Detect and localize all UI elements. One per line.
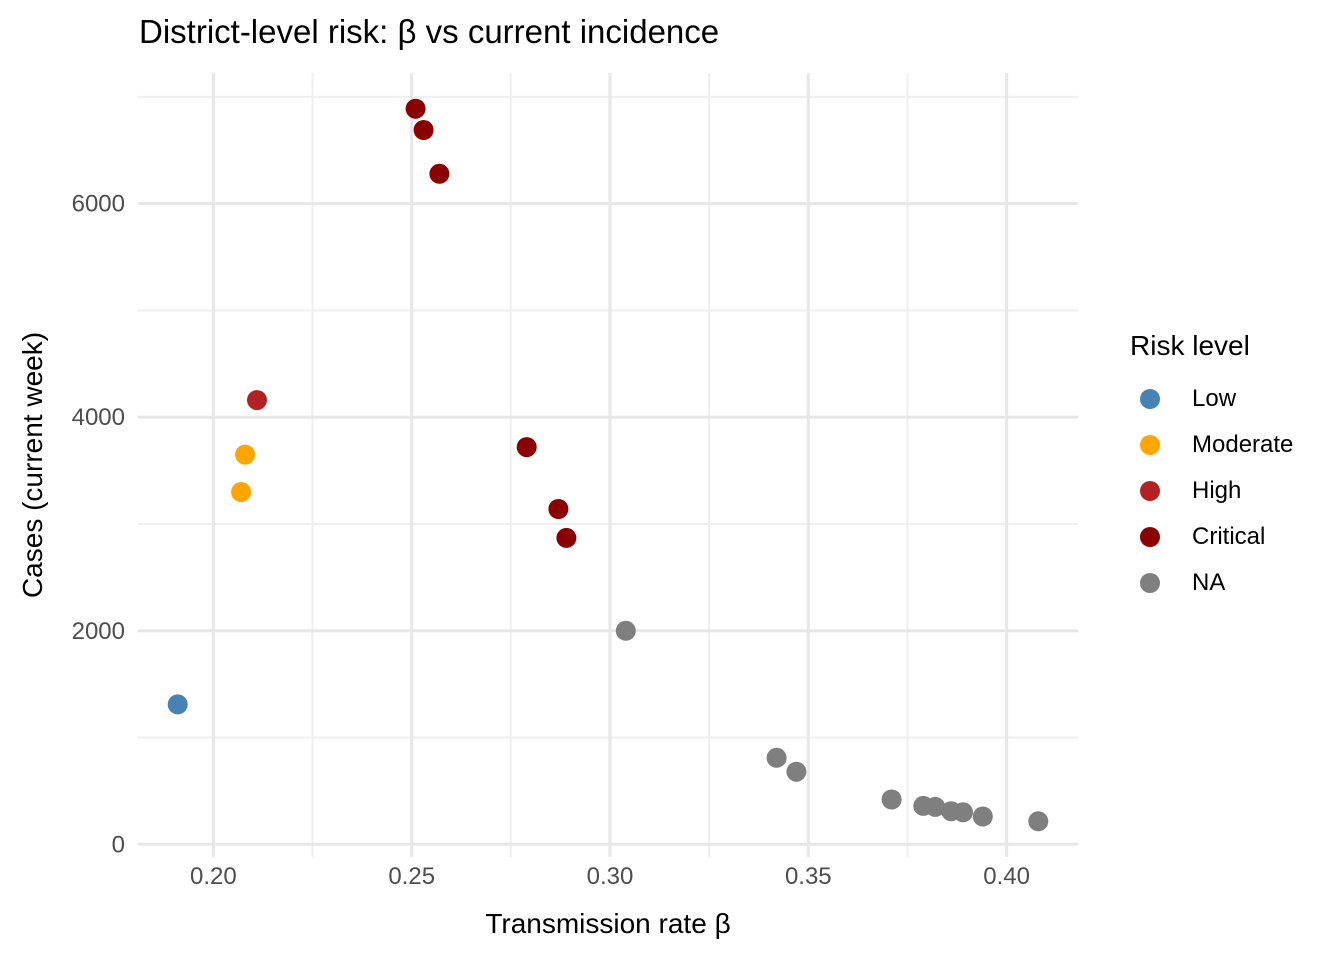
- legend-key-dot-low: [1140, 389, 1160, 409]
- data-point-na: [972, 806, 993, 827]
- data-point-na: [615, 620, 636, 641]
- legend: Risk level Low Moderate High Critical NA: [1128, 330, 1293, 606]
- data-point-critical: [413, 120, 434, 140]
- data-point-na: [925, 796, 946, 817]
- data-point-high: [247, 390, 267, 411]
- data-point-critical: [556, 527, 577, 548]
- data-point-na: [1028, 811, 1049, 832]
- chart-title: District-level risk: β vs current incide…: [139, 13, 720, 50]
- legend-label-moderate: Moderate: [1192, 431, 1294, 458]
- legend-key-dot-na: [1140, 573, 1160, 593]
- legend-title: Risk level: [1130, 330, 1250, 361]
- data-point-na: [953, 802, 973, 823]
- legend-label-na: NA: [1192, 569, 1226, 596]
- legend-item-high: High: [1128, 468, 1293, 514]
- data-point-moderate: [235, 444, 256, 465]
- data-point-low: [167, 694, 188, 715]
- y-tick-label: 0: [112, 831, 125, 858]
- x-axis-title: Transmission rate β: [485, 908, 731, 939]
- data-point-na: [881, 789, 902, 810]
- legend-label-critical: Critical: [1192, 523, 1266, 550]
- x-tick-label: 0.35: [785, 863, 832, 890]
- data-point-na: [786, 761, 807, 782]
- y-axis-title: Cases (current week): [17, 331, 48, 599]
- legend-label-high: High: [1192, 477, 1242, 504]
- legend-item-low: Low: [1128, 376, 1293, 422]
- y-tick-label: 4000: [72, 404, 125, 431]
- data-point-critical: [429, 163, 450, 184]
- legend-key-dot-critical: [1140, 527, 1160, 547]
- data-point-critical: [516, 437, 537, 458]
- data-point-moderate: [231, 482, 252, 502]
- x-tick-label: 0.25: [388, 863, 435, 890]
- data-point-na: [766, 747, 787, 768]
- legend-item-critical: Critical: [1128, 514, 1293, 560]
- data-point-critical: [548, 499, 569, 519]
- data-point-critical: [405, 98, 426, 119]
- x-tick-label: 0.20: [190, 863, 237, 890]
- x-tick-label: 0.30: [587, 863, 634, 890]
- y-tick-label: 2000: [72, 618, 125, 645]
- y-tick-label: 6000: [72, 191, 125, 218]
- x-tick-label: 0.40: [983, 863, 1030, 890]
- legend-key-dot-moderate: [1140, 435, 1160, 455]
- legend-item-na: NA: [1128, 560, 1293, 606]
- legend-item-moderate: Moderate: [1128, 422, 1293, 468]
- legend-label-low: Low: [1192, 385, 1237, 412]
- legend-key-dot-high: [1140, 481, 1160, 501]
